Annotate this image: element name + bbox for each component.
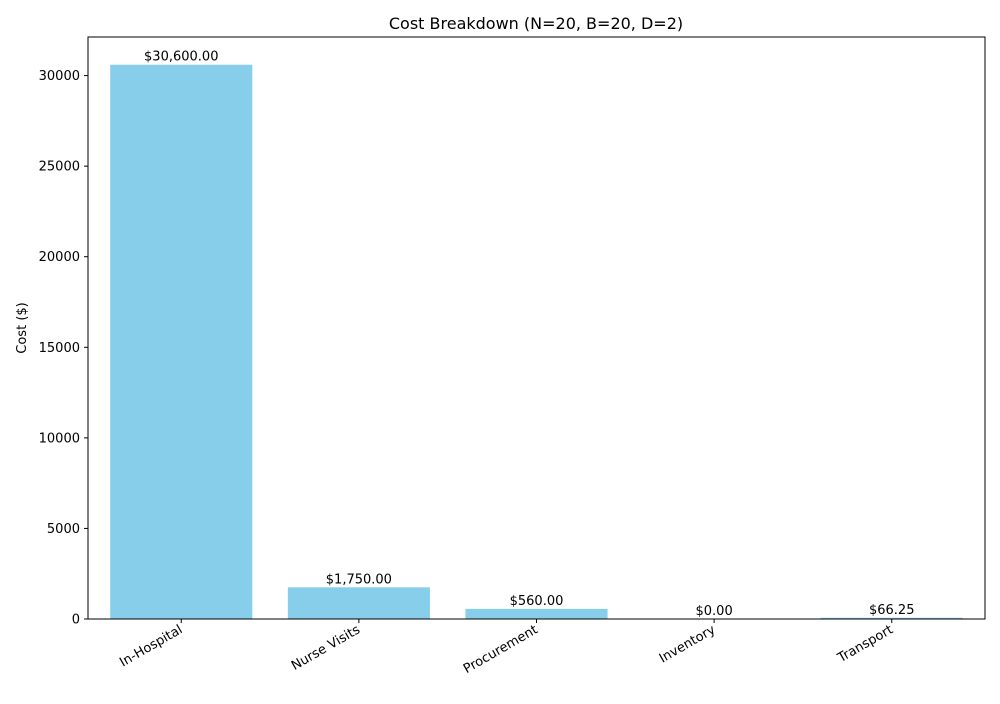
y-tick-label: 10000 <box>39 431 80 446</box>
y-tick-label: 20000 <box>39 250 80 265</box>
y-axis-label: Cost ($) <box>15 302 30 353</box>
chart-title: Cost Breakdown (N=20, B=20, D=2) <box>389 14 683 33</box>
plot-area: 0 5000 10000 15000 20000 25000 30000 In-Hospita… <box>39 36 986 677</box>
bar-value-label: $0.00 <box>696 604 733 619</box>
bar-value-label: $66.25 <box>869 603 915 618</box>
x-tick-label: In-Hospital <box>117 622 185 670</box>
y-tick-label: 30000 <box>39 69 80 84</box>
bar <box>465 608 608 619</box>
x-tick-label: Nurse Visits <box>289 622 363 673</box>
y-tick-label: 0 <box>72 613 80 628</box>
y-tick-label: 5000 <box>47 522 80 537</box>
bar <box>820 617 963 619</box>
x-tick-label: Procurement <box>461 622 540 677</box>
bar <box>110 64 253 619</box>
x-tick-label: Transport <box>835 622 896 666</box>
axes-frame <box>87 36 986 620</box>
bar-value-label: $30,600.00 <box>144 50 218 65</box>
bar-value-label: $560.00 <box>510 594 564 609</box>
y-tick-label: 15000 <box>39 341 80 356</box>
bar <box>287 587 430 619</box>
bar-value-label: $1,750.00 <box>326 572 392 587</box>
x-tick-label: Inventory <box>657 622 719 666</box>
y-tick-label: 25000 <box>39 160 80 175</box>
